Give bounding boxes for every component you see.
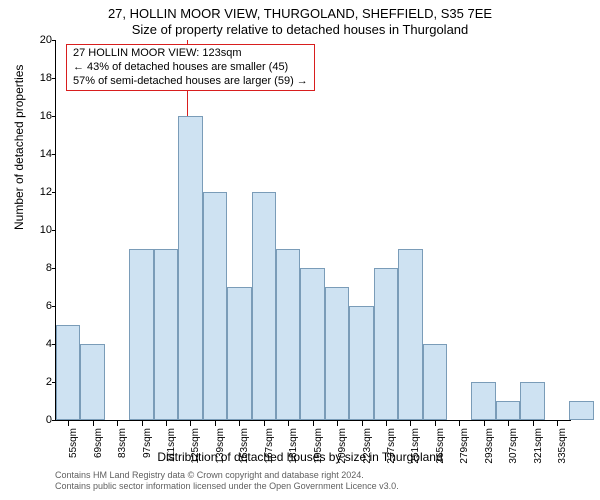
histogram-bar	[423, 344, 447, 420]
x-tick	[557, 421, 559, 426]
y-tick: 16	[26, 110, 52, 122]
y-axis-label: Number of detached properties	[12, 65, 26, 230]
x-tick	[435, 421, 437, 426]
x-tick	[142, 421, 144, 426]
x-tick	[215, 421, 217, 426]
histogram-bar	[227, 287, 251, 420]
footer-attribution: Contains HM Land Registry data © Crown c…	[55, 470, 590, 492]
x-tick	[533, 421, 535, 426]
y-tick: 2	[26, 376, 52, 388]
histogram-bar	[496, 401, 520, 420]
histogram-plot-area: 27 HOLLIN MOOR VIEW: 123sqm ← 43% of det…	[55, 40, 571, 421]
property-annotation-box: 27 HOLLIN MOOR VIEW: 123sqm ← 43% of det…	[66, 44, 315, 91]
histogram-bar	[178, 116, 202, 420]
y-tick: 0	[26, 414, 52, 426]
histogram-bar	[80, 344, 104, 420]
x-tick	[459, 421, 461, 426]
histogram-bar	[276, 249, 300, 420]
x-axis-label: Distribution of detached houses by size …	[0, 450, 600, 464]
x-tick	[508, 421, 510, 426]
footer-line1: Contains HM Land Registry data © Crown c…	[55, 470, 590, 481]
footer-line2: Contains public sector information licen…	[55, 481, 590, 492]
x-tick	[166, 421, 168, 426]
y-tick: 12	[26, 186, 52, 198]
x-tick	[313, 421, 315, 426]
histogram-bar	[252, 192, 276, 420]
x-tick	[68, 421, 70, 426]
histogram-bar	[129, 249, 153, 420]
histogram-bar	[398, 249, 422, 420]
y-tick: 20	[26, 34, 52, 46]
x-tick	[484, 421, 486, 426]
annotation-property: 27 HOLLIN MOOR VIEW: 123sqm	[73, 47, 308, 61]
x-tick	[190, 421, 192, 426]
histogram-bar	[325, 287, 349, 420]
annotation-smaller: ← 43% of detached houses are smaller (45…	[73, 61, 308, 75]
x-tick	[239, 421, 241, 426]
histogram-bar	[154, 249, 178, 420]
histogram-bar	[374, 268, 398, 420]
x-tick	[117, 421, 119, 426]
x-tick	[93, 421, 95, 426]
x-tick	[337, 421, 339, 426]
x-tick	[386, 421, 388, 426]
y-tick: 6	[26, 300, 52, 312]
histogram-bar	[569, 401, 593, 420]
histogram-bar	[349, 306, 373, 420]
histogram-bar	[203, 192, 227, 420]
x-tick	[288, 421, 290, 426]
annotation-larger: 57% of semi-detached houses are larger (…	[73, 75, 308, 89]
y-tick: 18	[26, 72, 52, 84]
y-tick: 4	[26, 338, 52, 350]
histogram-bar	[56, 325, 80, 420]
x-tick	[362, 421, 364, 426]
y-tick: 14	[26, 148, 52, 160]
y-tick: 10	[26, 224, 52, 236]
chart-title-line1: 27, HOLLIN MOOR VIEW, THURGOLAND, SHEFFI…	[0, 6, 600, 21]
chart-title-line2: Size of property relative to detached ho…	[0, 22, 600, 37]
histogram-bar	[471, 382, 495, 420]
x-tick	[410, 421, 412, 426]
histogram-bar	[520, 382, 544, 420]
y-tick: 8	[26, 262, 52, 274]
x-tick	[264, 421, 266, 426]
histogram-bar	[300, 268, 324, 420]
